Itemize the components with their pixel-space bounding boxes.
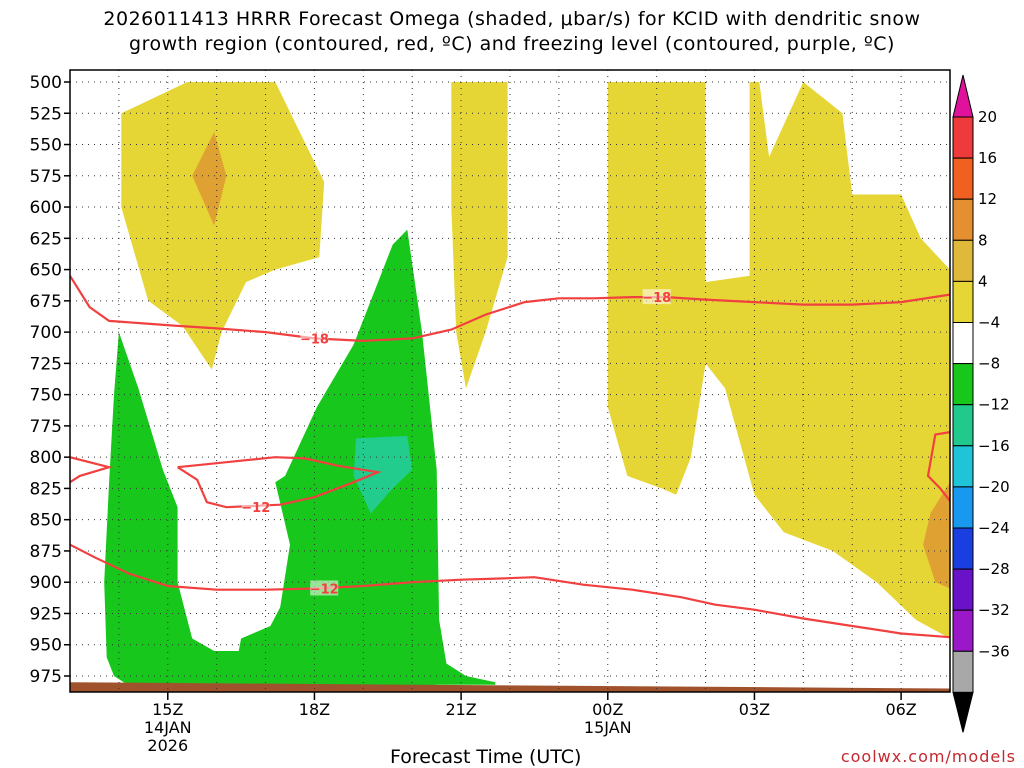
contour-label-0-1: −18 [642,291,671,306]
contour-line-3 [70,543,950,639]
y-tick-label-950: 950 [30,636,62,656]
y-tick-label-725: 725 [30,354,62,374]
omega-region-green-5 [104,229,496,692]
y-tick-label-825: 825 [30,479,62,499]
y-tick-label-850: 850 [30,511,62,531]
omega-region-teal-6 [353,435,413,514]
y-tick-label-600: 600 [30,198,62,218]
contour-label-0-0: −18 [300,332,329,347]
y-tick-label-550: 550 [30,136,62,156]
colorbar-bin-12 [952,568,974,611]
colorbar-top-arrow [952,74,974,118]
colorbar-label--36: −36 [978,642,1010,660]
colorbar-bin-10 [952,486,974,529]
y-tick-label-975: 975 [30,667,62,687]
omega-region-yellow-3 [607,82,950,639]
x-tick-date-00Z: 15JAN [584,718,632,737]
contour-label-bg-0-1 [642,289,671,305]
contour-label-3-0: −12 [310,582,339,597]
colorbar-bin-7 [952,363,974,406]
x-tick-label-03Z: 03Z [739,700,770,719]
x-tick-label-15Z: 15Z [152,700,183,719]
colorbar: 20 16 12 8 4 −4 −8 −12 −16 −20 −24 −28 −32 −36 [952,74,1010,733]
contour-line-1 [70,456,114,484]
x-tick-label-06Z: 06Z [885,700,916,719]
omega-region-yellow-0 [121,82,325,370]
colorbar-bin-5 [952,280,974,323]
chart-title-line1: 2026011413 HRRR Forecast Omega (shaded, … [103,8,921,30]
x-tick-label-18Z: 18Z [299,700,330,719]
colorbar-label-16: 16 [978,149,997,167]
y-tick-label-900: 900 [30,573,62,593]
colorbar-bin-8 [952,404,974,447]
y-tick-label-750: 750 [30,386,62,406]
colorbar-bin-13 [952,609,974,652]
y-tick-label-775: 775 [30,417,62,437]
y-tick-label-875: 875 [30,542,62,562]
colorbar-label--32: −32 [978,601,1010,619]
colorbar-bin-6 [952,322,974,365]
colorbar-label--4: −4 [978,314,1000,332]
colorbar-label--24: −24 [978,519,1010,537]
omega-shading-layer [70,82,950,692]
omega-region-yellow-2 [451,82,508,389]
colorbar-label-20: 20 [978,108,997,126]
contour-line-4 [926,431,950,502]
y-tick-label-675: 675 [30,292,62,312]
colorbar-label-8: 8 [978,231,988,249]
ground-surface [70,682,950,692]
x-tick-label-21Z: 21Z [445,700,476,719]
contour-label-1-0: −12 [241,501,270,516]
colorbar-bin-11 [952,527,974,570]
colorbar-bin-14 [952,650,974,693]
y-tick-label-800: 800 [30,448,62,468]
y-tick-label-625: 625 [30,229,62,249]
y-tick-label-925: 925 [30,604,62,624]
x-tick-label-00Z: 00Z [592,700,623,719]
colorbar-bin-3 [952,198,974,241]
colorbar-bottom-arrow [952,691,974,733]
y-axis: 500 525 550 575 600 625 650 675 700 725 750 775 800 8… [30,73,70,687]
colorbar-bin-4 [952,239,974,282]
y-tick-label-500: 500 [30,73,62,93]
contour-label-bg-1-0 [241,499,270,515]
chart-title-line2: growth region (contoured, red, ºC) and f… [129,33,895,55]
contour-layer [70,275,950,639]
y-tick-label-525: 525 [30,104,62,124]
colorbar-bin-2 [952,157,974,200]
y-tick-label-650: 650 [30,261,62,281]
colorbar-label--12: −12 [978,396,1010,414]
colorbar-label--16: −16 [978,437,1010,455]
y-tick-label-700: 700 [30,323,62,343]
x-tick-year-15Z: 2026 [147,736,188,755]
colorbar-bin-1 [952,116,974,159]
plot-frame [69,69,951,693]
contour-line-2 [177,456,383,509]
omega-region-orange-1 [192,132,227,226]
x-tick-date-15Z: 14JAN [144,718,192,737]
colorbar-label--28: −28 [978,560,1010,578]
contour-line-0 [70,275,950,343]
colorbar-label-12: 12 [978,190,997,208]
colorbar-label--8: −8 [978,355,1000,373]
contour-label-layer: −18 −18 −12 −12 [241,289,671,597]
colorbar-label--20: −20 [978,478,1010,496]
contour-label-bg-3-0 [310,580,339,596]
x-axis-title: Forecast Time (UTC) [390,746,582,768]
contour-label-bg-0-0 [300,330,329,346]
y-tick-label-575: 575 [30,167,62,187]
site-credit[interactable]: coolwx.com/models [840,747,1016,766]
colorbar-label-4: 4 [978,272,988,290]
colorbar-bin-9 [952,445,974,488]
omega-region-orange-4 [923,482,950,589]
